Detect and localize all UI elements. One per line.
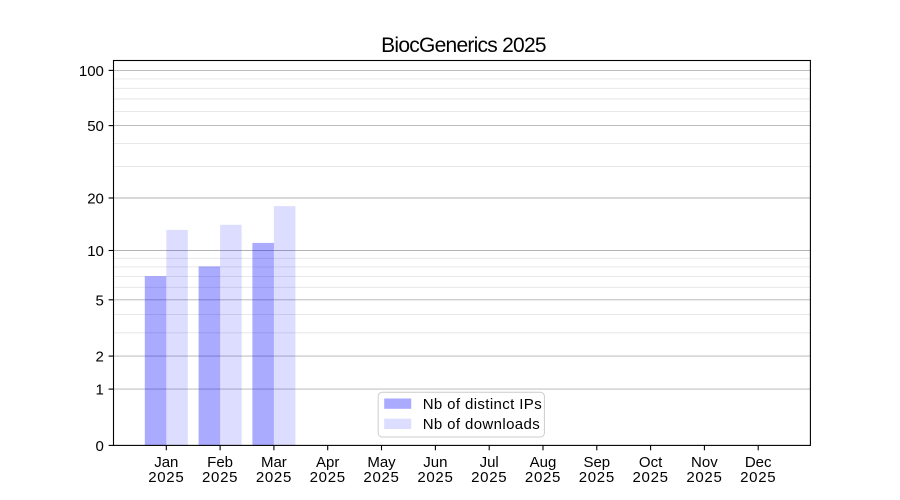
- svg-text:Feb: Feb: [207, 454, 233, 471]
- svg-text:100: 100: [79, 63, 104, 80]
- svg-text:2025: 2025: [471, 469, 507, 486]
- svg-text:Nb of distinct IPs: Nb of distinct IPs: [423, 396, 542, 413]
- svg-text:2025: 2025: [310, 469, 346, 486]
- svg-text:1: 1: [96, 382, 104, 399]
- svg-text:2025: 2025: [417, 469, 453, 486]
- svg-text:Nov: Nov: [691, 454, 718, 471]
- svg-text:BiocGenerics 2025: BiocGenerics 2025: [381, 34, 546, 57]
- svg-text:Jun: Jun: [423, 454, 447, 471]
- svg-text:2025: 2025: [525, 469, 561, 486]
- svg-text:Aug: Aug: [530, 454, 557, 471]
- svg-text:2025: 2025: [686, 469, 722, 486]
- svg-text:Jan: Jan: [154, 454, 178, 471]
- svg-text:2025: 2025: [148, 469, 184, 486]
- svg-text:5: 5: [96, 292, 104, 309]
- svg-text:Oct: Oct: [639, 454, 663, 471]
- svg-text:50: 50: [87, 118, 104, 135]
- svg-text:Mar: Mar: [261, 454, 287, 471]
- svg-text:Jul: Jul: [480, 454, 499, 471]
- svg-text:2: 2: [96, 349, 104, 366]
- svg-text:Dec: Dec: [745, 454, 772, 471]
- svg-text:10: 10: [87, 243, 104, 260]
- svg-text:2025: 2025: [363, 469, 399, 486]
- svg-text:May: May: [367, 454, 396, 471]
- svg-text:2025: 2025: [579, 469, 615, 486]
- svg-text:Sep: Sep: [583, 454, 610, 471]
- svg-text:2025: 2025: [202, 469, 238, 486]
- svg-text:2025: 2025: [256, 469, 292, 486]
- svg-text:2025: 2025: [633, 469, 669, 486]
- svg-text:Nb of downloads: Nb of downloads: [423, 416, 540, 433]
- svg-text:0: 0: [96, 438, 104, 455]
- svg-text:20: 20: [87, 191, 104, 208]
- svg-text:Apr: Apr: [316, 454, 339, 471]
- svg-text:2025: 2025: [740, 469, 776, 486]
